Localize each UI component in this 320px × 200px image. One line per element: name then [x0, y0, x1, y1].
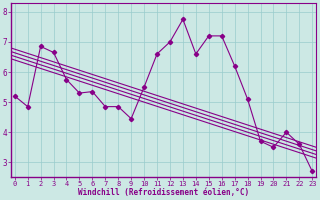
X-axis label: Windchill (Refroidissement éolien,°C): Windchill (Refroidissement éolien,°C)	[78, 188, 249, 197]
